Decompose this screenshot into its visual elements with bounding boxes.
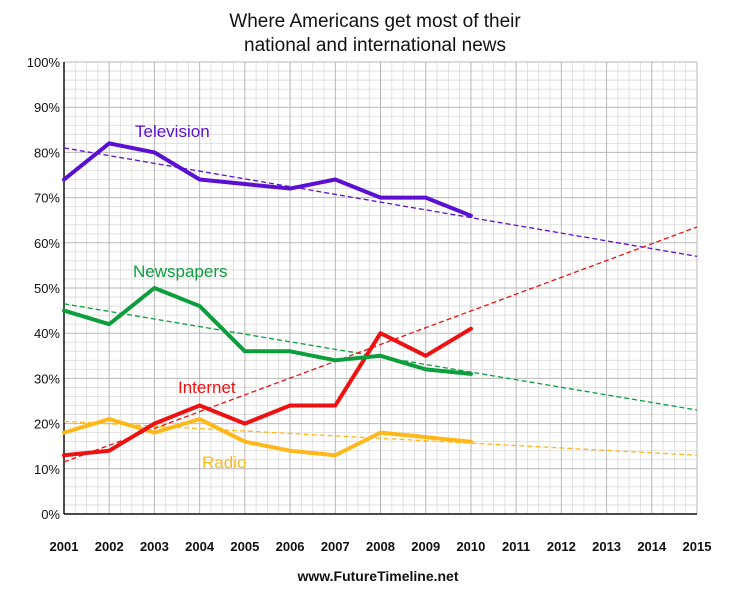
axis-labels: 0% 10% 20% 30% 40% 50% 60% 70% 80% 90% 100% 2001 200… bbox=[27, 55, 712, 554]
y-tick-label: 70% bbox=[34, 191, 60, 206]
x-tick-label: 2007 bbox=[321, 539, 350, 554]
newspapers-series-line bbox=[62, 286, 473, 376]
series-labels: Television Newspapers Internet Radio bbox=[133, 122, 246, 472]
x-tick-label: 2003 bbox=[140, 539, 169, 554]
y-tick-label: 100% bbox=[27, 55, 61, 70]
y-tick-label: 40% bbox=[34, 326, 60, 341]
chart-title-line-1: Where Americans get most of their bbox=[229, 11, 521, 32]
x-tick-label: 2002 bbox=[95, 539, 124, 554]
television-series-line bbox=[62, 141, 473, 218]
y-tick-label: 30% bbox=[34, 371, 60, 386]
x-tick-label: 2004 bbox=[185, 539, 215, 554]
y-tick-label: 10% bbox=[34, 462, 60, 477]
x-tick-label: 2006 bbox=[276, 539, 305, 554]
x-tick-label: 2015 bbox=[683, 539, 712, 554]
source-footer: www.FutureTimeline.net bbox=[296, 568, 458, 584]
x-tick-label: 2013 bbox=[592, 539, 621, 554]
internet-trend-line bbox=[63, 226, 698, 463]
newspapers-series-label: Newspapers bbox=[133, 262, 228, 281]
x-tick-label: 2009 bbox=[411, 539, 440, 554]
x-tick-label: 2005 bbox=[230, 539, 259, 554]
y-tick-label: 50% bbox=[34, 281, 60, 296]
internet-series-line bbox=[62, 326, 473, 458]
television-trend-line bbox=[63, 147, 698, 258]
chart-title-line-2: national and international news bbox=[244, 35, 506, 56]
x-tick-label: 2008 bbox=[366, 539, 395, 554]
x-tick-label: 2014 bbox=[637, 539, 667, 554]
y-tick-label: 20% bbox=[34, 417, 60, 432]
internet-series-label: Internet bbox=[178, 378, 236, 397]
x-tick-label: 2011 bbox=[502, 539, 530, 554]
y-tick-label: 60% bbox=[34, 236, 60, 251]
series-lines bbox=[62, 141, 473, 458]
radio-series-label: Radio bbox=[202, 453, 246, 472]
x-tick-label: 2010 bbox=[456, 539, 485, 554]
television-series-label: Television bbox=[135, 122, 210, 141]
y-tick-label: 80% bbox=[34, 145, 60, 160]
radio-series-line bbox=[62, 417, 473, 458]
x-tick-label: 2012 bbox=[547, 539, 576, 554]
y-tick-label: 90% bbox=[34, 100, 60, 115]
y-tick-label: 0% bbox=[41, 507, 60, 522]
x-tick-label: 2001 bbox=[50, 539, 79, 554]
